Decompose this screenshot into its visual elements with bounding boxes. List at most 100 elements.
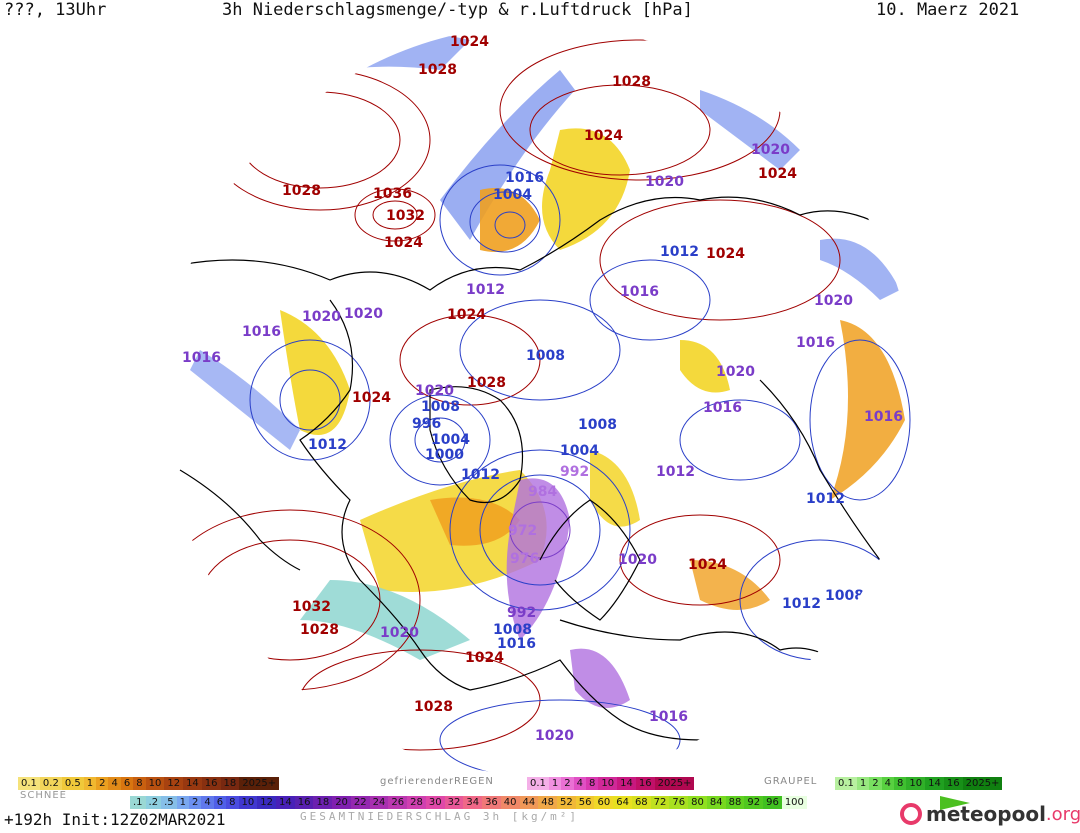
total-precip-caption: GESAMTNIEDERSCHLAG 3h [kg/m²] xyxy=(300,810,580,823)
legend-swatch: 8 xyxy=(894,777,907,790)
high-pressure-labels: 1024 1028 1028 1024 1028 1036 1032 1024 … xyxy=(282,34,797,715)
polar-map: 1024 1028 1028 1024 1028 1036 1032 1024 … xyxy=(165,32,911,775)
low-pressure-labels: 1016 1004 1020 1020 1012 1016 1020 1016 … xyxy=(182,142,903,744)
legend-swatch: 30 xyxy=(425,796,445,809)
legend-swatch: 10 xyxy=(906,777,926,790)
legend-swatch: 12 xyxy=(257,796,276,809)
isobar-label-high: 1024 xyxy=(352,390,391,406)
legend-swatch: 56 xyxy=(575,796,595,809)
isobar-label-high: 1028 xyxy=(414,699,453,715)
legend-swatch: 18 xyxy=(220,777,240,790)
isobar-label-low: 1020 xyxy=(645,174,684,190)
isobar-label-high: 1024 xyxy=(688,557,727,573)
legend-swatch: 34 xyxy=(463,796,483,809)
isobar-label-low: 1008 xyxy=(825,588,864,604)
legend-swatch: 8 xyxy=(133,777,146,790)
snow-legend-label: SCHNEE xyxy=(20,790,67,801)
legend-swatch: 2 xyxy=(869,777,882,790)
isobar-label-high: 1024 xyxy=(584,128,623,144)
legend-swatch: 8 xyxy=(586,777,599,790)
legend-swatch: 2 xyxy=(189,796,202,809)
legend-swatch: 36 xyxy=(482,796,501,809)
legend-swatch: 4 xyxy=(881,777,895,790)
isobar-label-low: 1008 xyxy=(493,622,532,638)
legend-swatch: 0.1 xyxy=(835,777,857,790)
legend-swatch: 64 xyxy=(613,796,632,809)
isobar-label-low: 996 xyxy=(412,416,441,432)
isobar-label-low: 1008 xyxy=(526,348,565,364)
isobar-label-low: 1016 xyxy=(796,335,835,351)
legend-swatch: 68 xyxy=(631,796,651,809)
legend-swatch: 12 xyxy=(164,777,184,790)
snow-legend: 0.1 0.2 0.5 1 2 4 6 8 10 12 14 16 18 2025+ xyxy=(18,777,280,790)
legend-swatch: 6 xyxy=(213,796,227,809)
isobar-label-low: 1016 xyxy=(505,170,544,186)
legend-swatch: 10 xyxy=(598,777,618,790)
legend-swatch: 6 xyxy=(120,777,134,790)
isobar-label-low: 1020 xyxy=(415,383,454,399)
legend-swatch: 92 xyxy=(744,796,764,809)
legend-swatch: 14 xyxy=(275,796,295,809)
isobar-label-low: 1016 xyxy=(182,350,221,366)
legend-swatch: 0.2 xyxy=(39,777,62,790)
isobar-label-high: 1036 xyxy=(373,186,412,202)
legend-swatch: 1 xyxy=(548,777,562,790)
isobar-label-low: 976 xyxy=(510,551,539,567)
isobar-label-low: 1016 xyxy=(497,636,536,652)
isobar-label-low: 992 xyxy=(560,464,589,480)
legend-swatch: 88 xyxy=(725,796,745,809)
graupel-label: GRAUPEL xyxy=(764,776,818,787)
legend-swatch: 16 xyxy=(635,777,655,790)
legend-swatch: .5 xyxy=(161,796,177,809)
legend-arrow-icon xyxy=(940,796,970,810)
isobar-label-low: 1016 xyxy=(703,400,742,416)
legend-swatch: 84 xyxy=(706,796,726,809)
legend-swatch: 22 xyxy=(350,796,370,809)
legend-swatch: 2 xyxy=(96,777,109,790)
legend-swatch: 60 xyxy=(594,796,614,809)
isobar-label-low: 1012 xyxy=(656,464,695,480)
legend-swatch: .2 xyxy=(145,796,162,809)
isobar-label-low: 1012 xyxy=(461,467,500,483)
isobar-label-high: 1032 xyxy=(292,599,331,615)
legend-swatch: 8 xyxy=(226,796,239,809)
legend-swatch: 4 xyxy=(108,777,121,790)
legend-swatch: .1 xyxy=(130,796,146,809)
logo-text: meteopool xyxy=(926,802,1046,826)
isobar-label-high: 1024 xyxy=(465,650,504,666)
isobar-label-low: 1020 xyxy=(380,625,419,641)
meteopool-logo[interactable]: meteopool .org xyxy=(900,802,1080,826)
legend-swatch: 80 xyxy=(688,796,707,809)
legend-swatch: 2025+ xyxy=(962,777,1003,790)
freezing-rain-label: gefrierenderREGEN xyxy=(380,776,494,787)
legend-swatch: 16 xyxy=(943,777,963,790)
legend-swatch: 10 xyxy=(145,777,165,790)
legend-swatch: 52 xyxy=(557,796,576,809)
legend-swatch: 1 xyxy=(856,777,870,790)
legend-swatch: 40 xyxy=(500,796,520,809)
isobar-label-high: 1024 xyxy=(758,166,797,182)
legend-swatch: 4 xyxy=(201,796,214,809)
isobar-label-high: 1028 xyxy=(467,375,506,391)
legend-swatch: 0.1 xyxy=(527,777,549,790)
isobar-label-low: 972 xyxy=(508,523,537,539)
legend-swatch: 96 xyxy=(763,796,782,809)
isobar-label-low: 1020 xyxy=(751,142,790,158)
isobar-label-low: 1016 xyxy=(620,284,659,300)
isobar-label-low: 1012 xyxy=(466,282,505,298)
legend-swatch: 72 xyxy=(650,796,670,809)
isobar-label-high: 1024 xyxy=(450,34,489,50)
isobar-label-low: 1016 xyxy=(864,409,903,425)
isobar-label-low: 1016 xyxy=(649,709,688,725)
legend-swatch: 10 xyxy=(238,796,258,809)
isobar-label-low: 1012 xyxy=(782,596,821,612)
isobar-label-low: 1004 xyxy=(431,432,470,448)
freezing-rain-legend: 0.1 1 2 4 8 10 14 16 2025+ xyxy=(527,777,695,790)
legend-swatch: 1 xyxy=(83,777,97,790)
run-info: +192h Init:12Z02MAR2021 xyxy=(4,810,226,829)
isobar-label-low: 1020 xyxy=(302,309,341,325)
legend-swatch: 48 xyxy=(538,796,557,809)
legend-swatch: 16 xyxy=(294,796,314,809)
legend-swatch: 32 xyxy=(444,796,464,809)
isobar-label-low: 1020 xyxy=(535,728,574,744)
